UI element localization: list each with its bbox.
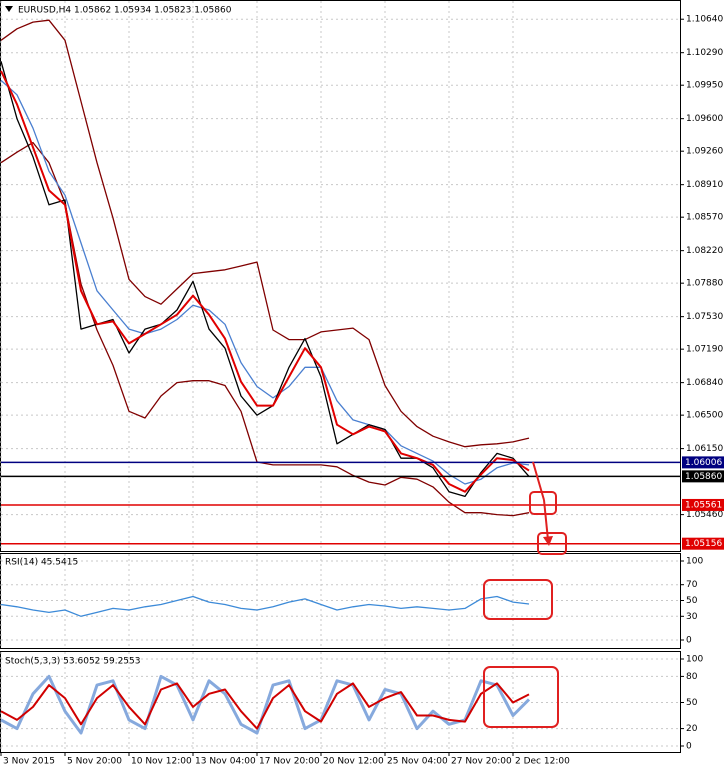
y-tick-label: 1.07530 (686, 312, 723, 322)
level-label: 1.05156 (685, 539, 722, 549)
y-tick-label: 1.07190 (686, 345, 723, 355)
panel-title: RSI(14) 45.5415 (5, 558, 78, 568)
y-tick-label: 1.08910 (686, 180, 723, 190)
y-tick-label: 80 (686, 672, 698, 682)
level-label-box (682, 498, 724, 511)
annotation-arrow (532, 461, 549, 541)
y-tick-label: 50 (686, 698, 698, 708)
x-tick-label: 27 Nov 20:00 (451, 757, 512, 767)
y-tick-label: 1.09600 (686, 114, 723, 124)
annotation-box (537, 532, 567, 555)
annotation-arrowhead (543, 536, 553, 546)
y-tick-label: 1.09950 (686, 81, 723, 91)
series-line (0, 19, 530, 448)
y-tick-label: 1.07880 (686, 279, 723, 289)
y-tick-label: 1.08220 (686, 246, 723, 256)
y-tick-label: 1.06500 (686, 411, 723, 421)
series-line (0, 595, 530, 617)
x-tick-label: 13 Nov 04:00 (195, 757, 256, 767)
y-tick-label: 70 (686, 580, 698, 590)
level-label: 1.05561 (685, 500, 722, 510)
annotation-box (529, 491, 557, 515)
x-tick-label: 3 Nov 2015 (3, 757, 55, 767)
series-line (0, 61, 530, 498)
level-label: 1.06006 (685, 458, 722, 468)
annotations (483, 461, 567, 728)
series-line (0, 70, 530, 493)
y-tick-label: 1.10640 (686, 15, 723, 25)
y-tick-label: 1.05460 (686, 510, 723, 520)
y-tick-label: 0 (686, 742, 692, 752)
level-label-box (682, 537, 724, 550)
series-line (0, 79, 530, 485)
level-label-box (682, 470, 724, 483)
x-tick-label: 5 Nov 20:00 (67, 757, 122, 767)
y-tick-label: 30 (686, 612, 698, 622)
x-tick-label: 10 Nov 12:00 (131, 757, 192, 767)
y-tick-label: 1.06150 (686, 444, 723, 454)
x-tick-label: 25 Nov 04:00 (387, 757, 448, 767)
y-tick-label: 1.06840 (686, 378, 723, 388)
level-label: 1.05860 (685, 472, 722, 482)
title-icon (5, 6, 13, 12)
y-tick-label: 100 (686, 557, 703, 567)
y-tick-label: 100 (686, 655, 703, 665)
x-tick-label: 17 Nov 20:00 (259, 757, 320, 767)
x-tick-label: 20 Nov 12:00 (323, 757, 384, 767)
y-tick-label: 1.10290 (686, 48, 723, 58)
y-tick-label: 1.09260 (686, 147, 723, 157)
y-tick-label: 0 (686, 636, 692, 646)
chart-title: EURUSD,H4 1.05862 1.05934 1.05823 1.0586… (18, 6, 232, 16)
series-line (0, 682, 530, 730)
annotation-box (483, 666, 559, 728)
y-tick-label: 1.08570 (686, 213, 723, 223)
x-tick-label: 2 Dec 12:00 (515, 757, 570, 767)
y-tick-label: 50 (686, 596, 698, 606)
level-label-box (682, 456, 724, 469)
y-tick-label: 20 (686, 724, 698, 734)
annotation-box (483, 579, 553, 620)
panel-title: Stoch(5,3,3) 53.6052 59.2553 (5, 657, 140, 667)
